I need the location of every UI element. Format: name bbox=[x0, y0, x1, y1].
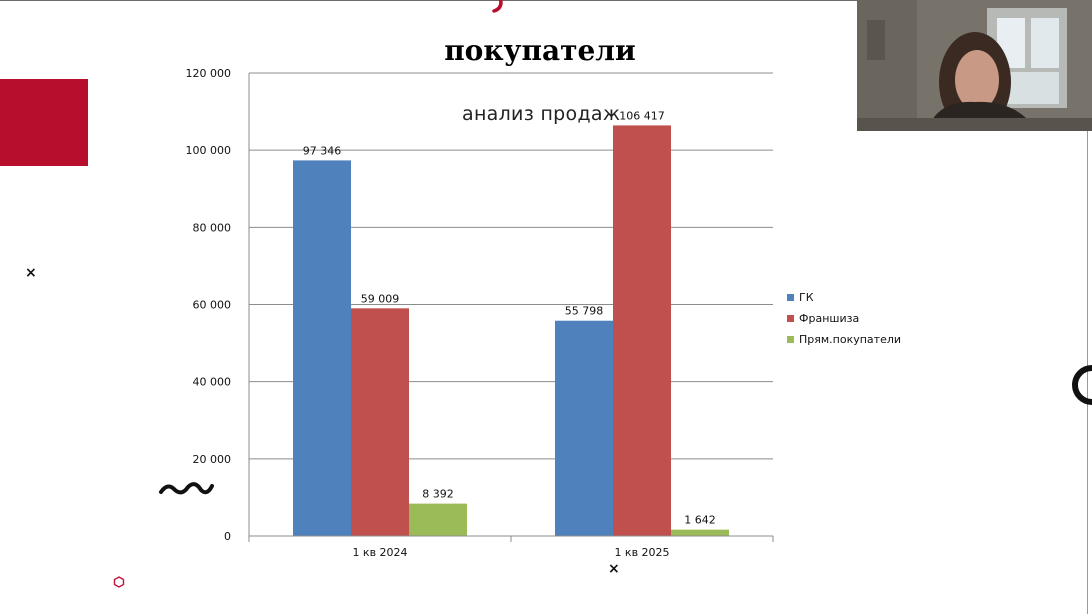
data-label: 55 798 bbox=[565, 305, 604, 318]
legend-item: Прям.покупатели bbox=[787, 329, 901, 350]
top-border bbox=[0, 0, 1092, 1]
legend-label: Прям.покупатели bbox=[799, 333, 902, 346]
data-label: 1 642 bbox=[684, 514, 716, 527]
bar bbox=[671, 529, 729, 536]
y-tick-label: 120 000 bbox=[186, 67, 232, 80]
webcam-participant-icon bbox=[857, 0, 1092, 131]
bar bbox=[409, 503, 467, 536]
slide-right-border bbox=[1087, 130, 1088, 614]
legend-swatch bbox=[787, 336, 794, 343]
red-hook-icon bbox=[492, 0, 503, 13]
legend-item: ГК bbox=[787, 287, 901, 308]
y-tick-label: 60 000 bbox=[193, 299, 232, 312]
x-tick-label: 1 кв 2024 bbox=[352, 546, 407, 559]
hexagon-icon bbox=[113, 576, 125, 588]
data-label: 106 417 bbox=[619, 109, 665, 122]
close-x-icon: × bbox=[608, 561, 620, 577]
y-tick-label: 100 000 bbox=[186, 144, 232, 157]
legend-label: ГК bbox=[799, 291, 814, 304]
legend-item: Франшиза bbox=[787, 308, 901, 329]
data-label: 8 392 bbox=[422, 488, 454, 501]
bar bbox=[293, 160, 351, 536]
legend-swatch bbox=[787, 315, 794, 322]
data-label: 59 009 bbox=[361, 292, 400, 305]
ring-icon bbox=[1072, 365, 1092, 405]
data-label: 97 346 bbox=[303, 144, 342, 157]
y-tick-label: 0 bbox=[224, 530, 231, 543]
zigzag-icon bbox=[159, 482, 214, 495]
bar bbox=[555, 320, 613, 536]
webcam-video-feed bbox=[857, 0, 1092, 131]
y-tick-label: 40 000 bbox=[193, 376, 232, 389]
y-tick-label: 80 000 bbox=[193, 221, 232, 234]
bar bbox=[613, 125, 671, 536]
bar bbox=[351, 308, 409, 536]
close-x-icon: × bbox=[25, 265, 37, 281]
chart-subtitle: анализ продаж bbox=[462, 103, 621, 125]
chart-legend: ГК Франшиза Прям.покупатели bbox=[787, 287, 901, 350]
chart-title: покупатели bbox=[444, 34, 636, 67]
x-tick-label: 1 кв 2025 bbox=[614, 546, 669, 559]
red-accent-block bbox=[0, 79, 88, 166]
legend-label: Франшиза bbox=[799, 312, 860, 325]
y-tick-label: 20 000 bbox=[193, 453, 232, 466]
legend-swatch bbox=[787, 294, 794, 301]
